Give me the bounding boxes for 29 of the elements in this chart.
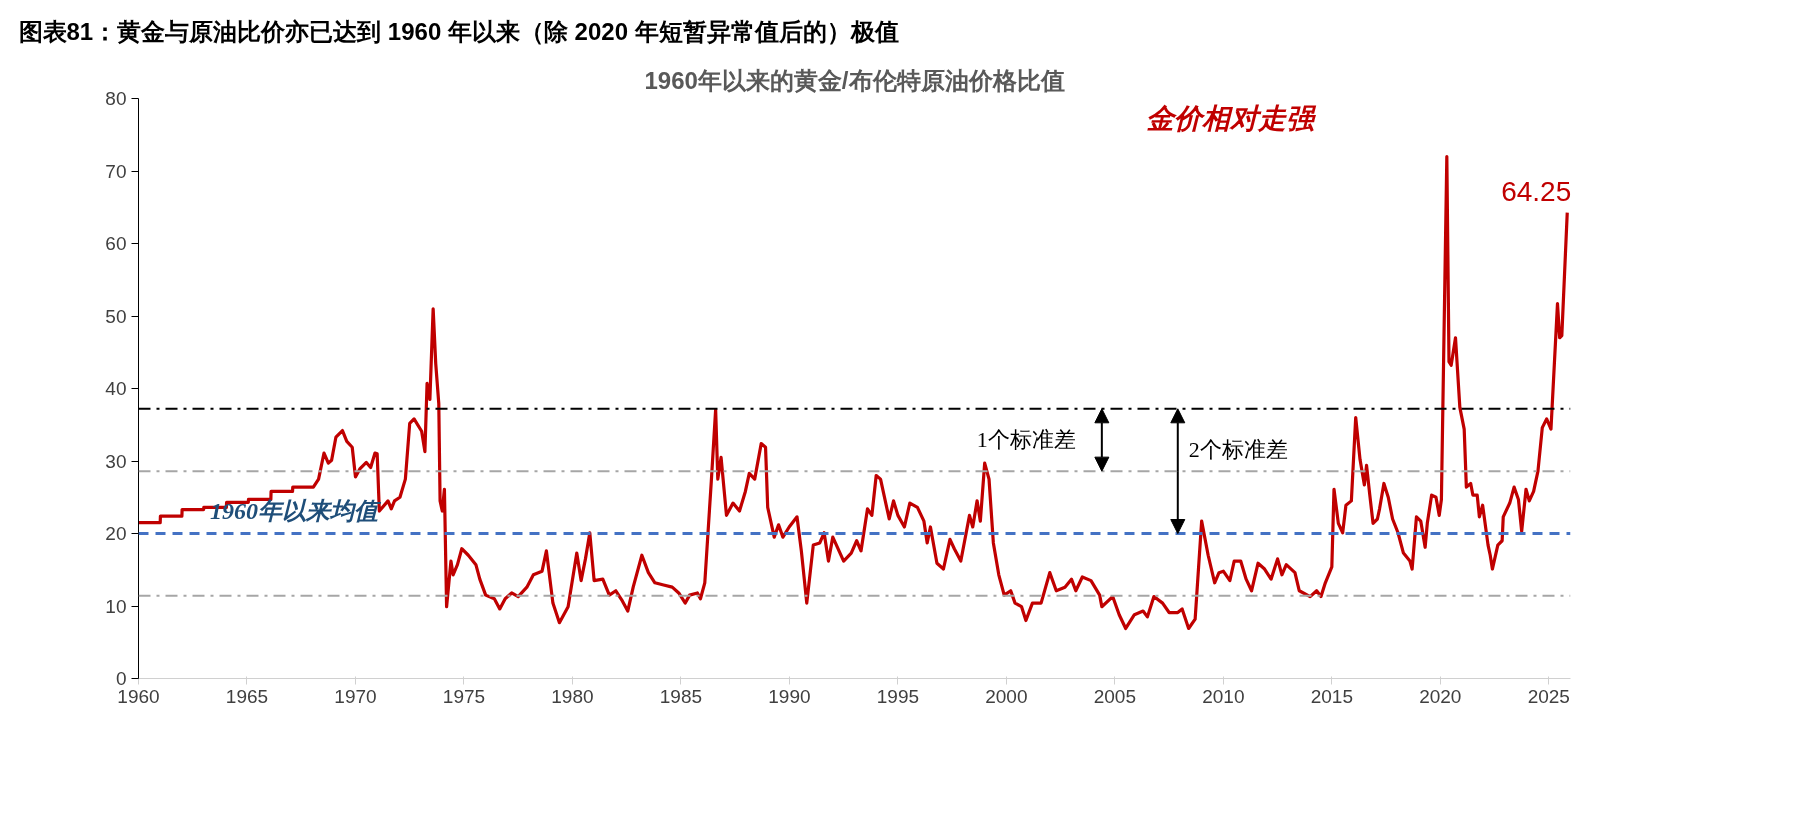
- y-tick-label: 40: [105, 378, 127, 399]
- x-tick-label: 2000: [985, 685, 1028, 707]
- x-tick-label: 2005: [1093, 685, 1137, 707]
- x-tick-label: 1965: [225, 685, 269, 707]
- x-tick-label: 1970: [334, 685, 377, 707]
- x-tick-label: 2010: [1202, 685, 1245, 707]
- x-tick-label: 1990: [768, 685, 811, 707]
- text: 64.25: [1501, 175, 1572, 207]
- annotation: 2个标准差: [1188, 436, 1288, 462]
- ref-line-label: 1960年以来均值: [210, 497, 383, 524]
- x-tick-label: 1975: [442, 685, 486, 707]
- y-tick-label: 30: [105, 450, 127, 472]
- y-tick-label: 20: [105, 523, 127, 544]
- chart-subtitle: 1960年以来的黄金/布伦特原油价格比值: [644, 66, 1065, 94]
- chart-title: 图表81：黄金与原油比价亦已达到 1960 年以来（除 2020 年短暂异常值后的）极值: [18, 17, 899, 45]
- x-tick-label: 1980: [551, 685, 594, 707]
- annotation: 金价相对走强: [1145, 102, 1317, 134]
- x-tick-label: 1985: [659, 685, 703, 707]
- x-tick-label: 2025: [1527, 685, 1570, 707]
- x-tick-label: 1995: [876, 685, 920, 707]
- annotation: 1个标准差: [976, 427, 1076, 453]
- x-tick-label: 2015: [1310, 685, 1353, 707]
- y-tick-label: 50: [105, 305, 127, 327]
- x-tick-label: 2020: [1419, 685, 1462, 707]
- y-tick-label: 70: [105, 160, 127, 182]
- y-tick-label: 80: [105, 88, 127, 109]
- line-series: [138, 154, 1569, 631]
- y-tick-label: 60: [105, 233, 127, 254]
- y-tick-label: 10: [105, 595, 127, 617]
